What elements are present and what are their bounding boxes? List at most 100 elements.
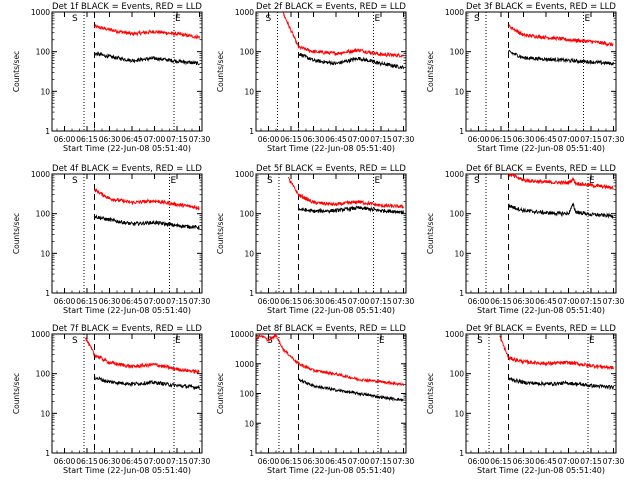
x-tick-label: 07:30 [393, 297, 415, 306]
y-tick-label: 1 [45, 127, 50, 136]
events-series-line [508, 202, 614, 220]
x-tick-label: 06:45 [535, 135, 557, 144]
e-marker: E [175, 336, 181, 346]
y-tick-label: 1 [249, 127, 254, 136]
s-marker: S [267, 336, 273, 346]
panel-title: Det 6f BLACK = Events, RED = LLD [466, 164, 616, 174]
x-tick-label: 07:30 [189, 457, 211, 466]
x-axis-label: Start Time (22-Jun-08 05:51:40) [63, 466, 191, 475]
x-tick-label: 06:15 [76, 457, 98, 466]
x-tick-label: 07:00 [348, 297, 370, 306]
x-tick-label: 07:00 [558, 297, 580, 306]
lld-series-line [499, 335, 614, 371]
x-tick-label: 06:30 [303, 457, 325, 466]
x-tick-label: 06:00 [54, 457, 76, 466]
x-tick-label: 07:15 [166, 135, 188, 144]
x-tick-label: 07:15 [166, 457, 188, 466]
lld-series-line [508, 173, 614, 191]
events-series-line [94, 375, 200, 391]
x-tick-label: 06:00 [258, 297, 280, 306]
events-series-line [298, 205, 404, 215]
y-tick-label: 100 [240, 48, 255, 57]
y-tick-label: 1000 [235, 360, 254, 369]
x-tick-label: 06:45 [325, 457, 347, 466]
events-series-line [508, 377, 614, 391]
x-tick-label: 07:15 [370, 297, 392, 306]
x-tick-label: 06:00 [468, 457, 490, 466]
y-tick-label: 1000 [31, 330, 50, 339]
x-axis-label: Start Time (22-Jun-08 05:51:40) [267, 306, 395, 315]
y-tick-label: 1 [459, 127, 464, 136]
y-axis-label: Counts/sec [426, 213, 435, 254]
y-axis-label: Counts/sec [426, 51, 435, 92]
x-tick-label: 06:15 [490, 135, 512, 144]
x-tick-label: 06:45 [121, 135, 143, 144]
e-marker: E [375, 176, 381, 186]
y-axis-label: Counts/sec [216, 51, 225, 92]
x-axis-label: Start Time (22-Jun-08 05:51:40) [267, 466, 395, 475]
x-tick-label: 07:30 [393, 135, 415, 144]
y-tick-label: 10 [40, 87, 50, 96]
y-tick-label: 100 [450, 210, 465, 219]
x-tick-label: 07:30 [603, 457, 625, 466]
x-axis-label: Start Time (22-Jun-08 05:51:40) [267, 144, 395, 153]
plot-frame [51, 333, 203, 454]
x-tick-label: 07:30 [393, 457, 415, 466]
y-tick-label: 10 [454, 249, 464, 258]
x-tick-label: 07:30 [603, 135, 625, 144]
panel-title: Det 9f BLACK = Events, RED = LLD [466, 324, 616, 334]
plot-frame [255, 333, 407, 454]
x-tick-label: 06:30 [99, 135, 121, 144]
x-tick-label: 06:30 [513, 297, 535, 306]
lld-series-line [94, 23, 200, 40]
s-marker: S [474, 176, 480, 186]
panel-title: Det 8f BLACK = Events, RED = LLD [256, 324, 406, 334]
x-tick-label: 06:00 [54, 297, 76, 306]
x-tick-label: 06:45 [325, 135, 347, 144]
x-tick-label: 07:15 [580, 135, 602, 144]
s-marker: S [72, 176, 78, 186]
y-tick-label: 100 [36, 370, 51, 379]
panel-title: Det 7f BLACK = Events, RED = LLD [52, 324, 202, 334]
y-tick-label: 1 [459, 449, 464, 458]
x-tick-label: 07:00 [348, 135, 370, 144]
plot-frame [465, 173, 617, 294]
y-tick-label: 1000 [445, 8, 464, 17]
x-tick-label: 07:15 [166, 297, 188, 306]
x-tick-label: 07:00 [144, 457, 166, 466]
y-tick-label: 1000 [235, 8, 254, 17]
x-axis-label: Start Time (22-Jun-08 05:51:40) [63, 306, 191, 315]
x-tick-label: 06:30 [303, 135, 325, 144]
x-tick-label: 07:15 [580, 457, 602, 466]
x-tick-label: 07:00 [348, 457, 370, 466]
x-tick-label: 06:00 [468, 135, 490, 144]
x-tick-label: 06:15 [490, 297, 512, 306]
e-marker: E [175, 14, 181, 24]
x-tick-label: 07:15 [370, 135, 392, 144]
x-tick-label: 06:30 [513, 457, 535, 466]
s-marker: S [72, 336, 78, 346]
x-tick-label: 06:45 [535, 297, 557, 306]
x-axis-label: Start Time (22-Jun-08 05:51:40) [477, 144, 605, 153]
panel-title: Det 5f BLACK = Events, RED = LLD [256, 164, 406, 174]
lld-series-line [85, 337, 200, 375]
s-marker: S [72, 14, 78, 24]
y-tick-label: 1000 [235, 170, 254, 179]
events-series-line [298, 52, 404, 70]
y-tick-label: 10 [40, 409, 50, 418]
y-tick-label: 1000 [445, 170, 464, 179]
x-tick-label: 07:15 [370, 457, 392, 466]
x-tick-label: 07:30 [603, 297, 625, 306]
plot-frame [255, 173, 407, 294]
x-tick-label: 06:15 [280, 297, 302, 306]
x-tick-label: 06:15 [490, 457, 512, 466]
panel-title: Det 1f BLACK = Events, RED = LLD [52, 2, 202, 12]
x-tick-label: 07:00 [144, 297, 166, 306]
y-tick-label: 10000 [230, 330, 254, 339]
